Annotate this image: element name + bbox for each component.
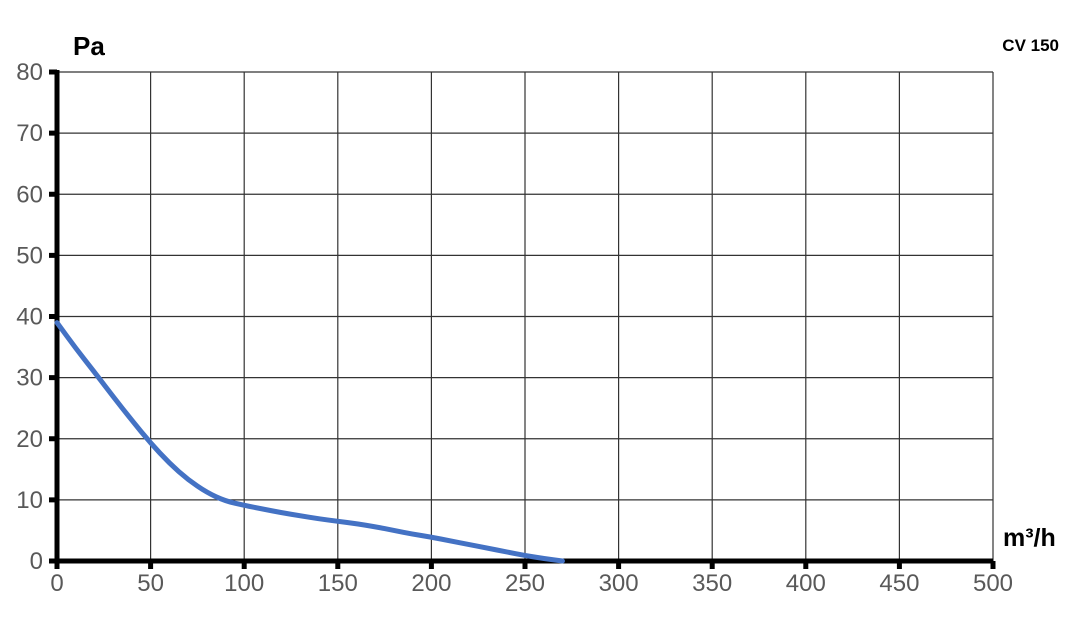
y-tick-label: 70 [16, 120, 43, 147]
y-tick-label: 0 [30, 548, 43, 575]
y-tick-label: 30 [16, 365, 43, 392]
model-label: CV 150 [1002, 36, 1059, 55]
y-tick-label: 10 [16, 487, 43, 514]
x-tick-label: 0 [50, 570, 63, 597]
x-tick-label: 50 [137, 570, 164, 597]
x-tick-label: 150 [318, 570, 358, 597]
y-axis-unit-label: Pa [73, 31, 105, 61]
x-tick-label: 400 [786, 570, 826, 597]
x-tick-label: 350 [692, 570, 732, 597]
y-tick-label: 50 [16, 242, 43, 269]
x-tick-label: 100 [224, 570, 264, 597]
x-tick-label: 200 [411, 570, 451, 597]
x-tick-label: 450 [879, 570, 919, 597]
y-tick-label: 20 [16, 426, 43, 453]
x-tick-label: 300 [599, 570, 639, 597]
pressure-curve [54, 320, 565, 564]
y-tick-label: 60 [16, 181, 43, 208]
x-tick-label: 500 [973, 570, 1013, 597]
y-tick-label: 80 [16, 59, 43, 86]
x-axis-unit-label: m³/h [1003, 524, 1056, 552]
y-tick-label: 40 [16, 304, 43, 331]
x-tick-label: 250 [505, 570, 545, 597]
